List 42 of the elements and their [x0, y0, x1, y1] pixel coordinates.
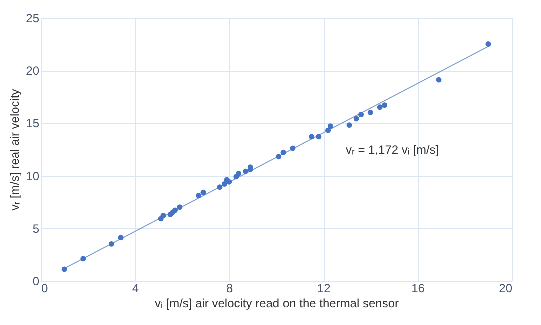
- point: [377, 104, 383, 110]
- point: [354, 116, 360, 122]
- point: [243, 168, 249, 174]
- y-tick-label: 5: [32, 222, 40, 236]
- y-tick-label: 15: [26, 116, 40, 131]
- point: [436, 77, 442, 83]
- point: [118, 235, 124, 241]
- x-tick-label: 12: [317, 282, 332, 296]
- point: [222, 181, 228, 187]
- x-tick-label: 16: [412, 282, 426, 296]
- point: [62, 266, 68, 272]
- point: [236, 170, 242, 176]
- point: [326, 128, 332, 134]
- point: [280, 150, 286, 156]
- point: [382, 102, 388, 108]
- point: [217, 184, 223, 190]
- x-axis-title: vᵢ [m/s] air velocity read on the thermal sensor: [155, 296, 399, 310]
- point: [368, 110, 374, 116]
- x-tick-label: 4: [132, 282, 140, 296]
- point: [160, 213, 166, 219]
- point: [177, 204, 183, 210]
- point: [200, 190, 206, 196]
- y-axis-title: vᵣ [m/s] real air velocity: [8, 89, 22, 211]
- point: [226, 179, 232, 185]
- y-tick-label: 20: [26, 64, 40, 78]
- y-tick-label: 25: [26, 12, 40, 26]
- point: [290, 146, 296, 152]
- point: [80, 256, 86, 262]
- point: [309, 134, 315, 140]
- point: [108, 241, 114, 247]
- x-tick-label: 8: [226, 282, 234, 296]
- point: [328, 124, 334, 130]
- y-tick-label: 10: [26, 169, 40, 184]
- annotation: vᵣ = 1,172 vᵢ [m/s]: [346, 143, 440, 157]
- point: [486, 42, 492, 48]
- point: [316, 134, 322, 140]
- point: [276, 154, 282, 160]
- point: [196, 193, 202, 199]
- point: [358, 112, 364, 118]
- x-tick-label: 0: [42, 282, 48, 296]
- x-tick-label: 20: [499, 282, 513, 296]
- point: [346, 122, 352, 128]
